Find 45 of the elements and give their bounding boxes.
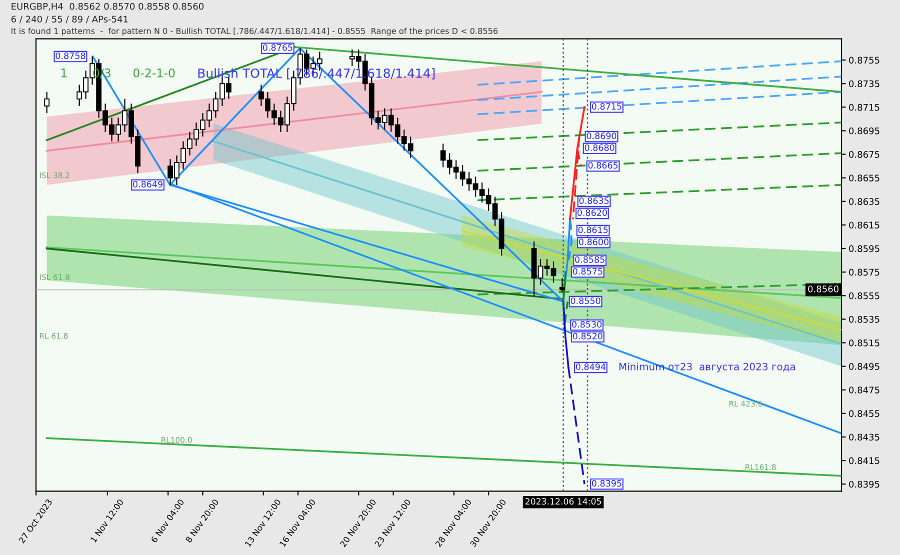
y-tick-label: 0.8555	[849, 292, 880, 300]
annotation: 0.8758	[56, 52, 86, 60]
annotation: 0.8665	[588, 162, 618, 169]
y-tick-label: 0.8535	[849, 316, 880, 323]
annotation: 0.8530	[572, 321, 602, 328]
y-tick-label: 0.8415	[849, 457, 880, 464]
y-tick-label: 0.8575	[849, 268, 880, 276]
annotation: 0.8520	[572, 332, 602, 340]
annotation: 0.8615	[578, 226, 608, 234]
ref-line-label: 0.8560	[808, 286, 838, 292]
y-tick-label: 0.8395	[849, 480, 880, 488]
y-tick-label: 0.8595	[849, 245, 880, 252]
annotation: 0.8620	[577, 209, 607, 216]
text: 6 / 240 / 55 / 89 / APs-541	[11, 16, 128, 24]
annotation: 0.8690	[586, 132, 616, 140]
annotation: 0-2-1-0	[133, 68, 175, 78]
annotation: 0.8575	[572, 268, 602, 275]
annotation: 0.8649	[133, 180, 162, 188]
text: It is found 1 patterns - for pattern N 0 - Bullish TOTAL [.786/.447/1.618/1.414] - 0.8555 Range of the prices D < 0.8556	[12, 28, 498, 36]
annotation: 0.8585	[575, 256, 604, 263]
annotation: 0.8395	[592, 480, 622, 487]
y-tick-label: 0.8755	[849, 56, 880, 64]
annotation: 0.8715	[592, 103, 622, 110]
annotation: Minimum от23 августа 2023 года	[619, 362, 795, 372]
y-tick-label: 0.8655	[849, 174, 880, 182]
y-tick-label: 0.8715	[849, 104, 880, 111]
y-tick-label: 0.8455	[849, 410, 880, 417]
annotation: 0.8635	[579, 197, 609, 204]
text: EURGBP,H4 0.8562 0.8570 0.8558 0.8560	[12, 2, 204, 11]
ref-line-label: 2023.12.06 14:05	[526, 498, 601, 505]
y-tick-label: 0.8475	[849, 386, 880, 394]
y-tick-label: 0.8495	[849, 363, 880, 370]
y-tick-label: 0.8515	[849, 339, 880, 346]
annotation: 0.8680	[584, 144, 614, 151]
y-tick-label: 0.8615	[849, 222, 880, 229]
annotation: 0.8494	[576, 363, 606, 370]
y-tick-label: 0.8435	[849, 434, 880, 441]
annotation: 0.8765	[262, 44, 292, 51]
y-tick-label: 0.8735	[849, 80, 880, 88]
y-tick-label: 0.8675	[849, 151, 880, 158]
annotation: 0.8600	[579, 238, 608, 246]
annotation: 0.8550	[570, 297, 600, 304]
y-tick-label: 0.8635	[849, 198, 880, 205]
y-tick-label: 0.8695	[849, 127, 880, 134]
annotation: 1	[61, 68, 67, 78]
